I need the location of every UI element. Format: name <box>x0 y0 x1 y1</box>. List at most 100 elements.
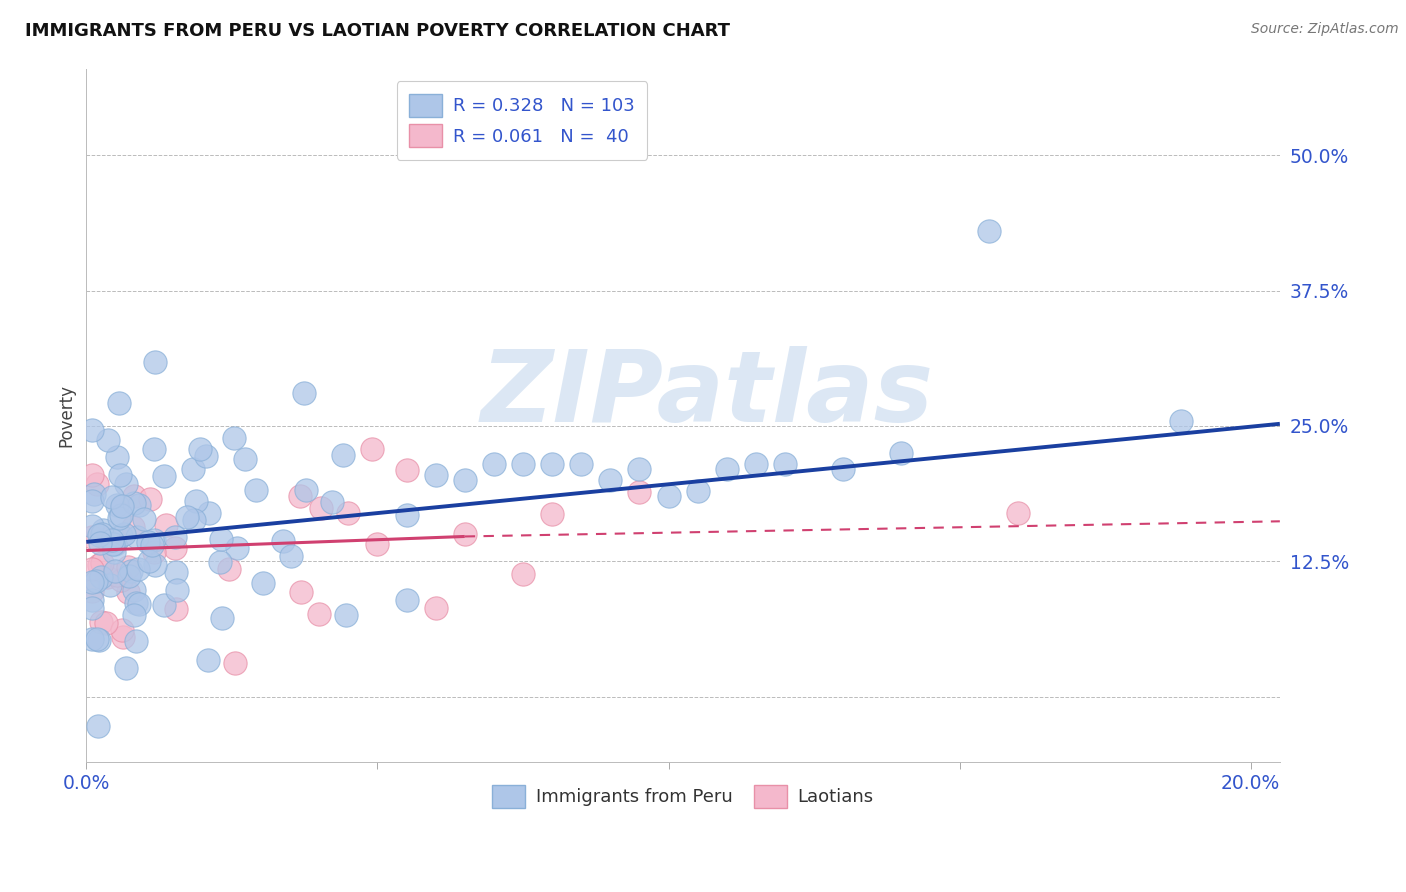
Point <box>176 509 198 524</box>
Point <box>360 442 382 456</box>
Point <box>181 462 204 476</box>
Point <box>309 500 332 515</box>
Point <box>454 473 477 487</box>
Legend: Immigrants from Peru, Laotians: Immigrants from Peru, Laotians <box>485 778 882 815</box>
Point <box>103 545 125 559</box>
Point <box>890 446 912 460</box>
Point <box>112 630 135 644</box>
Point <box>82 601 104 615</box>
Point <box>686 483 709 498</box>
Point <box>122 496 145 510</box>
Point <box>332 448 354 462</box>
Point <box>89 536 111 550</box>
Point <box>127 562 149 576</box>
Point <box>90 570 112 584</box>
Point <box>153 469 176 483</box>
Point <box>122 607 145 622</box>
Point <box>195 449 218 463</box>
Point <box>82 494 104 508</box>
Point <box>190 442 212 456</box>
Point <box>425 467 447 482</box>
Point <box>87 528 110 542</box>
Point <box>716 462 738 476</box>
Point <box>599 473 621 487</box>
Point <box>105 568 128 582</box>
Point <box>125 596 148 610</box>
Point <box>82 562 104 576</box>
Point <box>107 396 129 410</box>
Point <box>108 468 131 483</box>
Point <box>122 489 145 503</box>
Point <box>101 537 124 551</box>
Point <box>105 499 128 513</box>
Point <box>82 519 104 533</box>
Point <box>395 592 418 607</box>
Point <box>628 462 651 476</box>
Point <box>745 457 768 471</box>
Point <box>226 541 249 555</box>
Point <box>117 585 139 599</box>
Point <box>224 431 246 445</box>
Point <box>143 533 166 548</box>
Point <box>224 657 246 671</box>
Point <box>308 607 330 621</box>
Point <box>122 582 145 597</box>
Point <box>290 584 312 599</box>
Point <box>120 564 142 578</box>
Point <box>101 490 124 504</box>
Point <box>569 457 592 471</box>
Point <box>145 558 167 572</box>
Point <box>104 564 127 578</box>
Point <box>335 608 357 623</box>
Point <box>110 508 132 522</box>
Point <box>295 483 318 498</box>
Point <box>233 452 256 467</box>
Point <box>395 508 418 522</box>
Point <box>482 457 505 471</box>
Point <box>366 537 388 551</box>
Point <box>101 533 124 548</box>
Point <box>90 615 112 629</box>
Point <box>139 492 162 507</box>
Point <box>86 632 108 647</box>
Point <box>83 487 105 501</box>
Point <box>143 544 166 558</box>
Point <box>91 523 114 537</box>
Point <box>124 634 146 648</box>
Point <box>82 583 104 598</box>
Point <box>91 556 114 570</box>
Point <box>112 527 135 541</box>
Point <box>197 653 219 667</box>
Point <box>105 450 128 464</box>
Point <box>541 507 564 521</box>
Point <box>541 457 564 471</box>
Point <box>84 574 107 589</box>
Point <box>127 530 149 544</box>
Point <box>132 512 155 526</box>
Text: IMMIGRANTS FROM PERU VS LAOTIAN POVERTY CORRELATION CHART: IMMIGRANTS FROM PERU VS LAOTIAN POVERTY … <box>25 22 730 40</box>
Point <box>292 385 315 400</box>
Point <box>89 632 111 647</box>
Point <box>108 510 131 524</box>
Point <box>512 457 534 471</box>
Y-axis label: Poverty: Poverty <box>58 384 75 447</box>
Point <box>104 537 127 551</box>
Point <box>454 527 477 541</box>
Point <box>87 558 110 572</box>
Point <box>628 485 651 500</box>
Point <box>110 499 132 513</box>
Point <box>165 541 187 555</box>
Point <box>657 489 679 503</box>
Point <box>218 562 240 576</box>
Point <box>82 632 104 647</box>
Point <box>165 565 187 579</box>
Point <box>110 573 132 587</box>
Point <box>337 506 360 520</box>
Point <box>98 578 121 592</box>
Point <box>512 567 534 582</box>
Point <box>425 601 447 615</box>
Point <box>122 520 145 534</box>
Point <box>86 477 108 491</box>
Point <box>166 583 188 598</box>
Point <box>111 623 134 637</box>
